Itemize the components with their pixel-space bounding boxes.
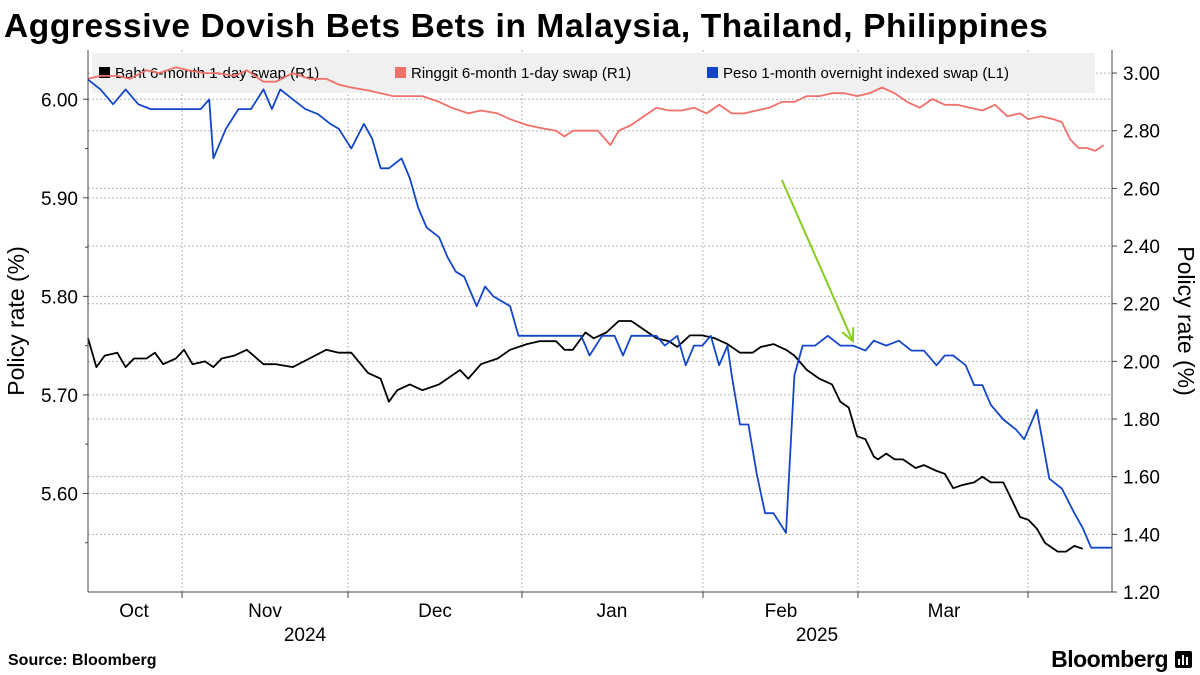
month-label: Dec bbox=[418, 601, 452, 622]
legend-label: Ringgit 6-month 1-day swap (R1) bbox=[411, 65, 631, 82]
month-label: Oct bbox=[119, 601, 149, 622]
legend-box bbox=[92, 53, 1095, 93]
right-tick-label: 1.80 bbox=[1123, 410, 1160, 431]
series-line-ringgit bbox=[87, 66, 1105, 152]
chart-title: Aggressive Dovish Bets Bets in Malaysia,… bbox=[4, 8, 1049, 45]
series-line-peso bbox=[87, 78, 1112, 549]
right-tick-label: 1.40 bbox=[1123, 525, 1160, 546]
right-tick-label: 2.20 bbox=[1123, 295, 1160, 316]
legend-label: Peso 1-month overnight indexed swap (L1) bbox=[723, 65, 1009, 82]
year-label: 2024 bbox=[284, 625, 327, 646]
left-tick-label: 5.90 bbox=[41, 189, 78, 210]
axes: 6.00 5.90 5.80 5.70 5.60 3.00 2.80 2.60 2.40 2.20… bbox=[3, 50, 1199, 646]
month-label: Jan bbox=[597, 601, 628, 622]
left-tick-label: 5.80 bbox=[41, 287, 78, 308]
left-tick-label: 6.00 bbox=[41, 90, 78, 111]
trend-arrow bbox=[780, 179, 854, 342]
month-label: Feb bbox=[765, 601, 798, 622]
year-label: 2025 bbox=[796, 625, 838, 646]
right-tick-label: 2.80 bbox=[1123, 122, 1160, 143]
annotations bbox=[780, 179, 855, 344]
legend-swatch bbox=[395, 67, 406, 78]
right-tick-label: 2.60 bbox=[1123, 179, 1160, 200]
right-tick-label: 3.00 bbox=[1123, 64, 1160, 85]
legend-swatch bbox=[99, 67, 110, 78]
left-tick-label: 5.60 bbox=[41, 484, 78, 505]
right-tick-label: 2.00 bbox=[1123, 352, 1160, 373]
series-lines bbox=[87, 66, 1112, 553]
month-label: Nov bbox=[248, 601, 282, 622]
legend-swatch bbox=[707, 67, 718, 78]
series-line-baht bbox=[87, 320, 1083, 553]
right-tick-label: 1.60 bbox=[1123, 468, 1160, 489]
left-axis-title: Policy rate (%) bbox=[3, 246, 29, 396]
bloomberg-bars-icon bbox=[1175, 651, 1192, 668]
month-label: Mar bbox=[928, 601, 961, 622]
right-axis-title: Policy rate (%) bbox=[1173, 246, 1199, 396]
bloomberg-logo: Bloomberg bbox=[1051, 646, 1168, 672]
right-tick-label: 2.40 bbox=[1123, 237, 1160, 258]
gridlines bbox=[88, 50, 1112, 593]
left-tick-label: 5.70 bbox=[41, 386, 78, 407]
right-tick-label: 1.20 bbox=[1123, 583, 1160, 604]
trend-arrow-head bbox=[841, 327, 855, 344]
source-note: Source: Bloomberg bbox=[8, 652, 157, 669]
